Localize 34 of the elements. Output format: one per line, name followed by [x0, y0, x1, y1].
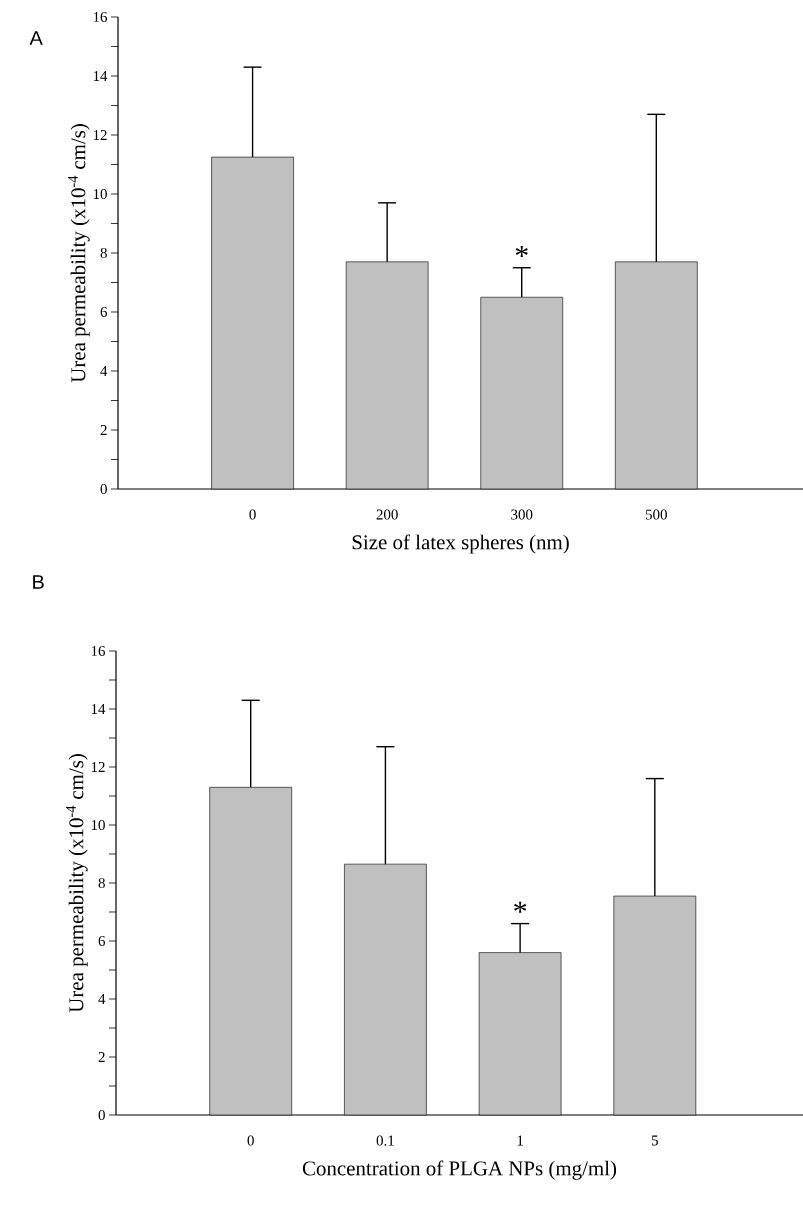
y-tick-label: 6: [100, 306, 108, 317]
y-tick-label: 4: [98, 994, 106, 1004]
y-tick-label: 12: [91, 762, 105, 772]
x-tick-label: 0.1: [376, 1135, 394, 1146]
y-tick-label: 8: [98, 877, 105, 889]
y-axis-title: Urea permeability (x10$^{-4}$ cm/s): [66, 754, 88, 1013]
y-tick-label: 0: [98, 1109, 105, 1121]
y-tick-label: 2: [98, 1052, 105, 1062]
x-tick-label: 200: [376, 509, 398, 520]
x-tick-label: 500: [645, 509, 667, 520]
x-tick-label: 1: [517, 1135, 523, 1146]
y-tick-label: 12: [93, 130, 107, 140]
annotation: *: [514, 901, 527, 913]
y-tick-label: 6: [98, 935, 106, 947]
y-tick-label: 8: [100, 247, 107, 259]
text: A: [29, 31, 43, 45]
x-axis-title: Size of latex spheres (nm): [352, 534, 569, 554]
x-tick-label: 0: [247, 1135, 254, 1146]
y-tick-label: 14: [93, 71, 108, 81]
y-axis-title: Urea permeability (x10$^{-4}$ cm/s): [68, 124, 90, 383]
y-tick-label: 14: [91, 704, 106, 714]
x-tick-label: 0: [249, 509, 256, 520]
x-axis-title: Concentration of PLGA NPs (mg/ml): [302, 1160, 617, 1180]
y-tick-label: 2: [100, 425, 107, 435]
y-tick-label: 0: [100, 483, 107, 495]
y-tick-label: 10: [93, 188, 107, 200]
y-tick-label: 4: [100, 366, 108, 376]
annotation: *: [515, 245, 528, 257]
y-tick-label: 10: [91, 819, 105, 831]
chart-title: B: [33, 575, 44, 589]
x-tick-label: 5: [651, 1135, 658, 1146]
y-tick-label: 16: [93, 11, 108, 22]
x-tick-label: 300: [511, 509, 533, 520]
y-tick-label: 16: [91, 645, 106, 657]
